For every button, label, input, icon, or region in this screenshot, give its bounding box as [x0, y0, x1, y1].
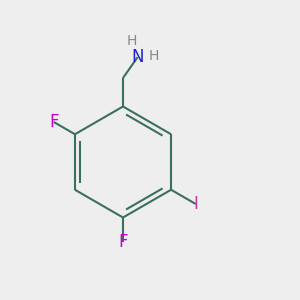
- Text: F: F: [118, 233, 128, 251]
- Text: H: H: [149, 49, 159, 63]
- Text: F: F: [49, 113, 58, 131]
- Text: H: H: [127, 34, 137, 48]
- Text: I: I: [193, 195, 198, 213]
- Text: N: N: [131, 48, 144, 66]
